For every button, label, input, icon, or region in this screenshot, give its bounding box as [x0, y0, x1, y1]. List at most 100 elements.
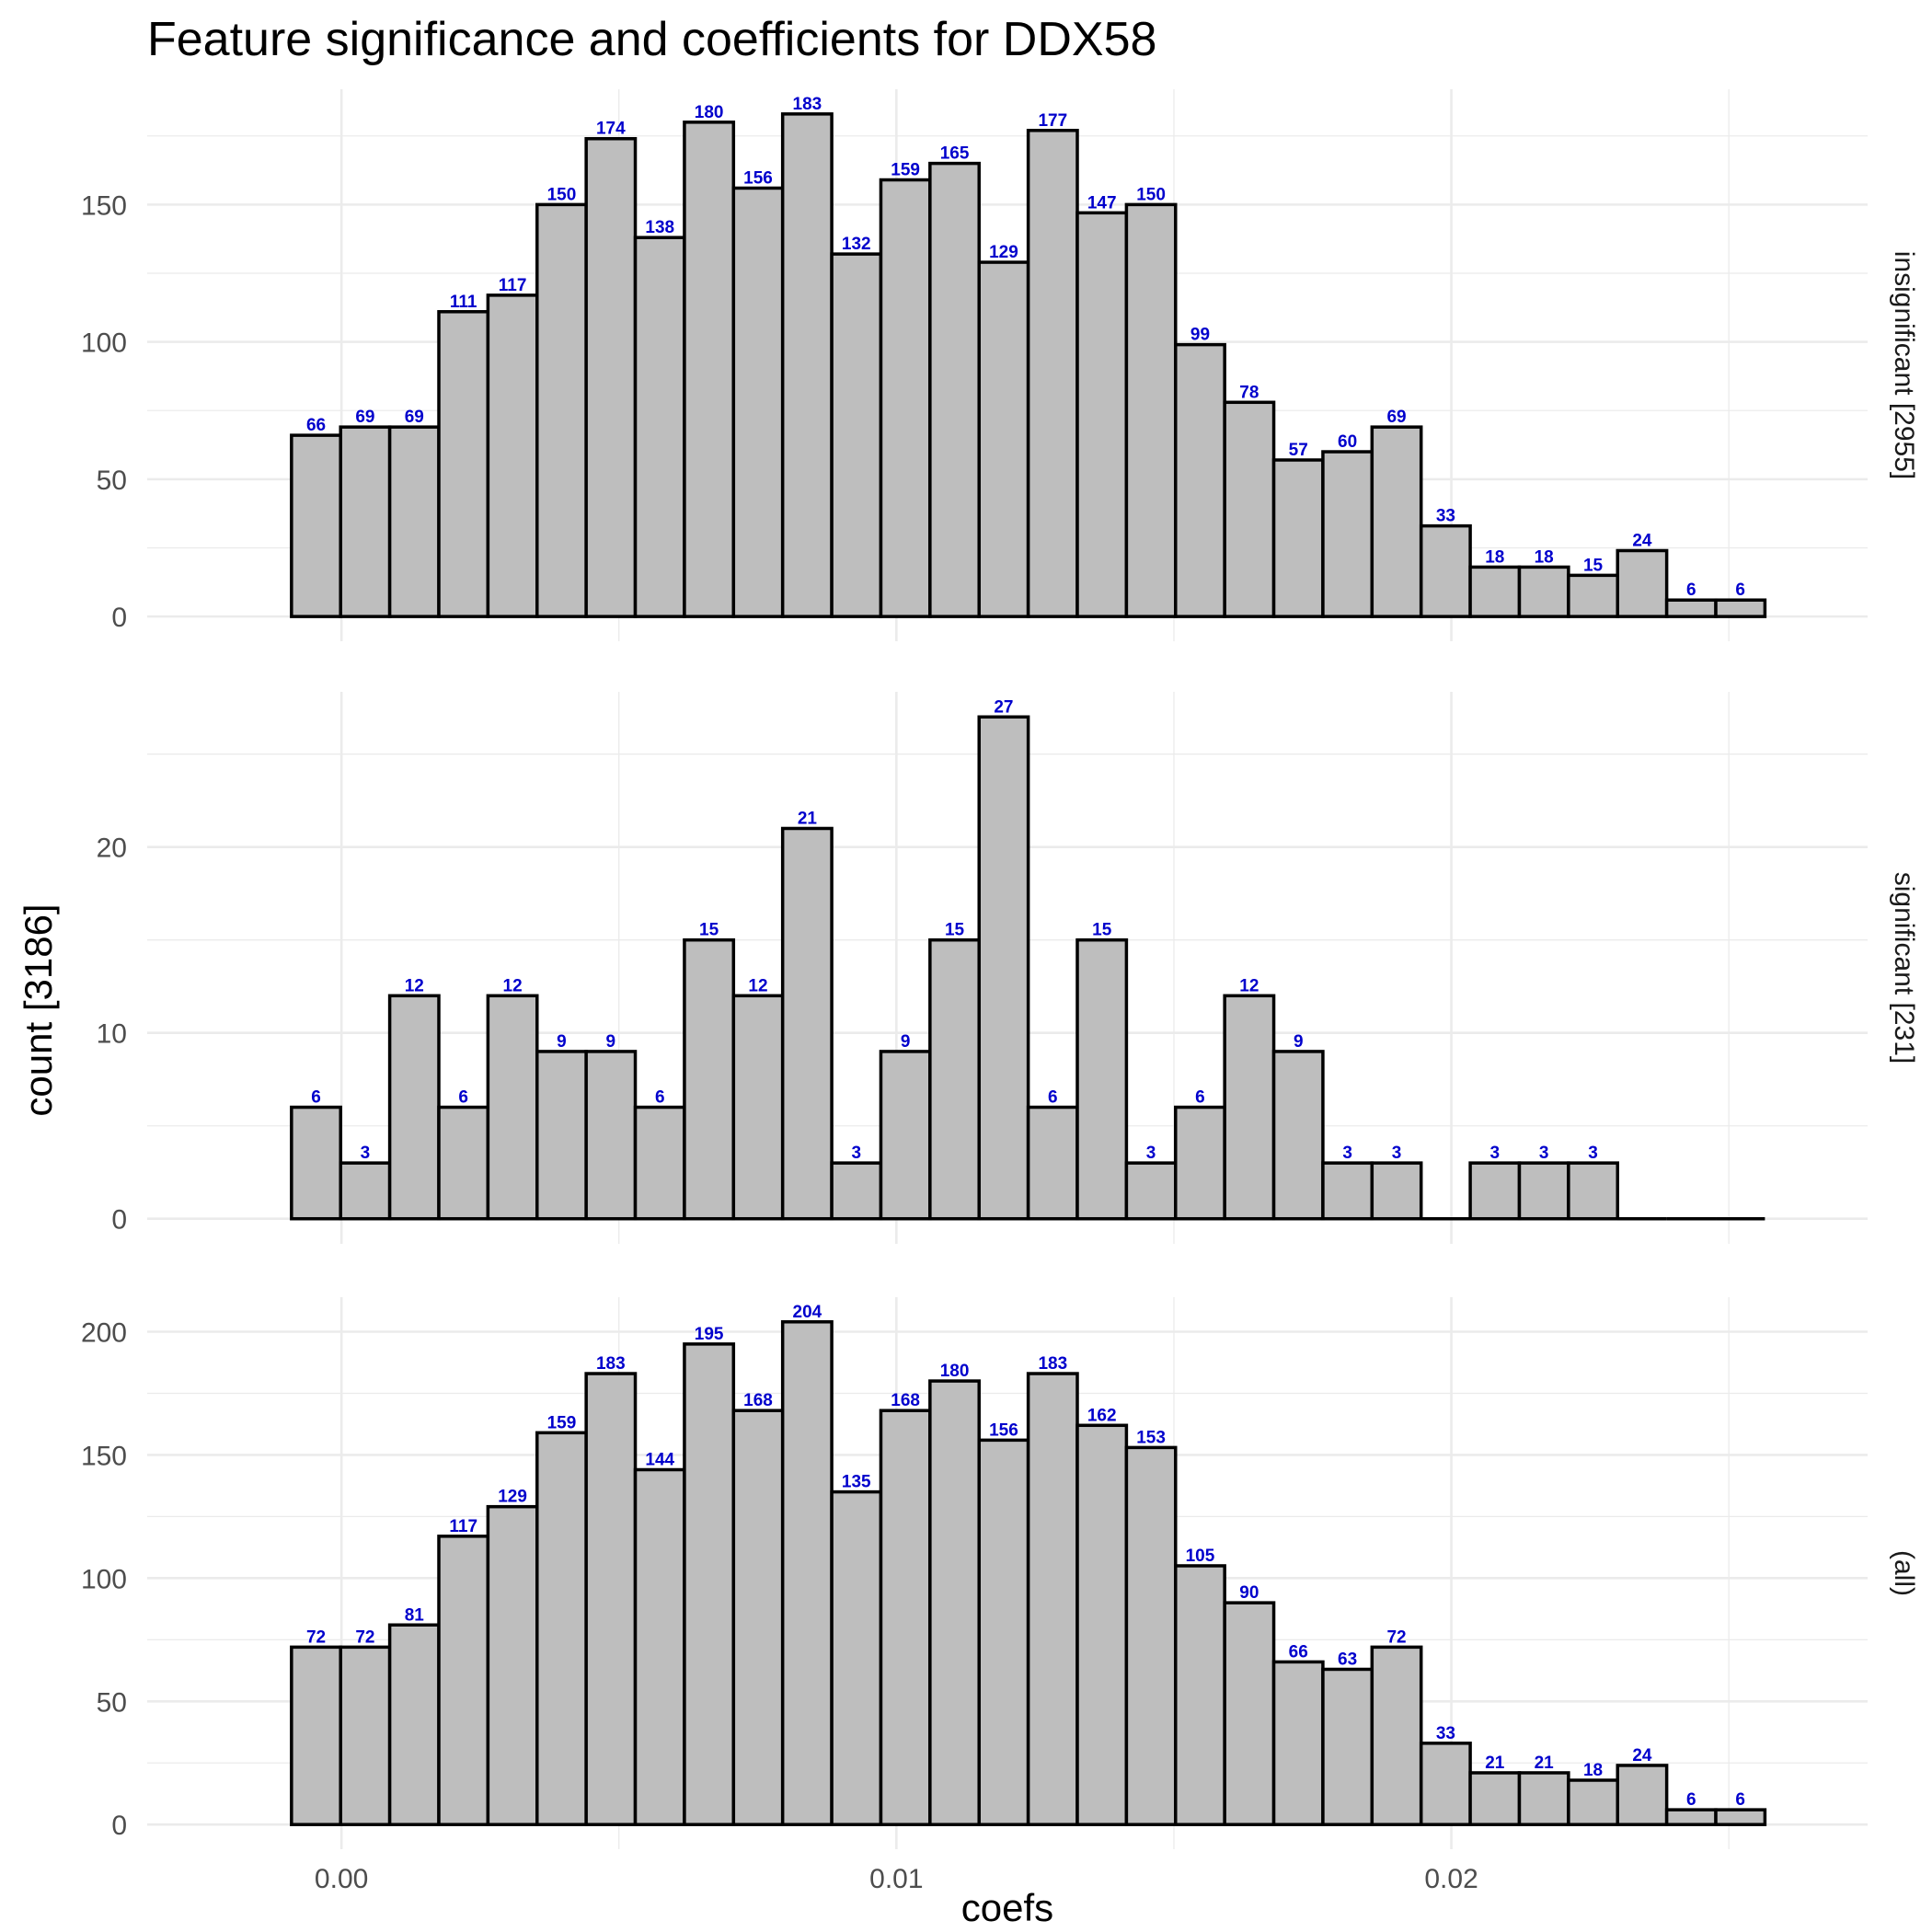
bar-value-label: 63 — [1338, 1650, 1357, 1669]
histogram-bar — [387, 425, 441, 618]
histogram-bar — [535, 202, 588, 618]
bar-value-label: 69 — [355, 408, 374, 427]
bar-value-label: 147 — [1087, 193, 1117, 213]
histogram-bar — [830, 1161, 883, 1221]
facet-strip-label: significant [231] — [1889, 872, 1919, 1064]
histogram-bar — [1419, 1742, 1472, 1826]
bar-value-label: 180 — [695, 103, 724, 122]
y-tick-label: 150 — [81, 190, 127, 221]
bar-value-label: 66 — [1289, 1642, 1308, 1662]
bar-value-label: 69 — [405, 408, 424, 427]
bar-value-label: 135 — [842, 1473, 871, 1492]
histogram-bar — [633, 1105, 686, 1221]
y-tick-label: 10 — [97, 1019, 127, 1050]
bar-value-label: 21 — [798, 809, 818, 828]
histogram-bar — [1567, 1161, 1619, 1221]
bar-value-label: 78 — [1239, 383, 1259, 402]
bar-value-label: 60 — [1338, 432, 1357, 452]
histogram-bar — [535, 1431, 588, 1826]
bar-value-label: 204 — [793, 1303, 822, 1322]
histogram-bar — [339, 1645, 392, 1826]
y-tick-label: 200 — [81, 1318, 127, 1349]
histogram-bar — [977, 1438, 1030, 1826]
histogram-bar — [1616, 548, 1669, 618]
histogram-bar — [1075, 937, 1129, 1221]
y-tick-label: 50 — [97, 466, 127, 496]
histogram-bar — [290, 1645, 342, 1826]
bar-value-label: 177 — [1038, 111, 1067, 131]
bar-value-label: 21 — [1535, 1754, 1555, 1773]
histogram-bar — [584, 136, 638, 618]
bar-value-label: 132 — [842, 235, 871, 254]
histogram-bar — [1271, 1660, 1325, 1826]
y-axis-title: count [3186] — [17, 903, 60, 1116]
bar-value-label: 24 — [1632, 1746, 1652, 1765]
histogram-bar — [339, 425, 392, 618]
histogram-bar — [1616, 1764, 1669, 1826]
histogram-bar — [780, 112, 834, 618]
histogram-bar — [928, 937, 981, 1221]
bar-value-label: 27 — [994, 697, 1013, 717]
histogram-bar — [633, 236, 686, 618]
histogram-bar — [1664, 1808, 1718, 1826]
x-axis-title: coefs — [961, 1886, 1053, 1929]
histogram-bar — [1517, 1161, 1570, 1221]
bar-value-label: 15 — [1092, 921, 1112, 940]
histogram-bar — [731, 186, 785, 618]
y-tick-label: 50 — [97, 1687, 127, 1718]
histogram-bar — [1321, 450, 1374, 618]
histogram-bar — [437, 1105, 490, 1221]
bar-value-label: 24 — [1632, 531, 1652, 550]
histogram-bar — [1271, 1050, 1325, 1221]
bar-value-label: 9 — [1294, 1032, 1304, 1052]
bar-value-label: 183 — [793, 95, 822, 114]
histogram-bar — [1321, 1667, 1374, 1826]
histogram-bar — [437, 310, 490, 618]
bar-value-label: 3 — [1489, 1144, 1500, 1163]
bar-value-label: 15 — [945, 921, 965, 940]
histogram-bar — [584, 1050, 638, 1221]
histogram-bar — [1223, 400, 1276, 618]
bar-value-label: 3 — [1539, 1144, 1549, 1163]
histogram-bar — [1124, 1161, 1178, 1221]
histogram-bar — [1517, 565, 1570, 618]
bar-value-label: 159 — [547, 1413, 577, 1432]
bar-value-label: 150 — [1136, 185, 1166, 204]
histogram-bar — [830, 252, 883, 618]
histogram-bar — [879, 1409, 932, 1826]
bar-value-label: 99 — [1190, 326, 1210, 345]
bar-value-label: 165 — [940, 144, 970, 164]
histogram-bar — [1714, 1808, 1767, 1826]
bar-value-label: 81 — [405, 1605, 425, 1625]
bar-value-label: 12 — [503, 976, 523, 995]
histogram-bar — [683, 937, 736, 1221]
bar-value-label: 72 — [1386, 1627, 1406, 1647]
histogram-bar — [1468, 1161, 1522, 1221]
bar-value-label: 153 — [1136, 1428, 1166, 1447]
histogram-bar — [1124, 202, 1178, 618]
panel-2: 0 10 20 6 3 12 6 12 9 9 6 15 12 21 3 9 15 27 6 15 3 6 12 9 3 3 3 3 3… — [97, 692, 1919, 1244]
bar-value-label: 18 — [1583, 1761, 1603, 1780]
histogram-bar — [339, 1161, 392, 1221]
bar-value-label: 6 — [458, 1088, 468, 1108]
histogram-bar — [1174, 342, 1226, 618]
x-tick-label: 0.02 — [1424, 1864, 1478, 1894]
bar-value-label: 57 — [1289, 441, 1308, 460]
bar-value-label: 6 — [1048, 1088, 1058, 1108]
bar-value-label: 12 — [748, 976, 767, 995]
bar-value-label: 12 — [1239, 976, 1259, 995]
y-tick-label: 0 — [111, 1205, 127, 1236]
histogram-bar — [1517, 1771, 1570, 1826]
histogram-bar — [928, 1379, 981, 1826]
bar-value-label: 162 — [1087, 1406, 1117, 1425]
bar-value-label: 66 — [306, 416, 326, 435]
histogram-bar — [1370, 1645, 1423, 1826]
bar-value-label: 129 — [989, 243, 1018, 262]
x-tick-label: 0.00 — [315, 1864, 368, 1894]
histogram-bar — [1026, 129, 1079, 618]
histogram-bar — [683, 1342, 736, 1826]
histogram-bar — [1124, 1445, 1178, 1826]
histogram-bar — [1223, 1601, 1276, 1826]
bar-value-label: 180 — [940, 1362, 970, 1381]
